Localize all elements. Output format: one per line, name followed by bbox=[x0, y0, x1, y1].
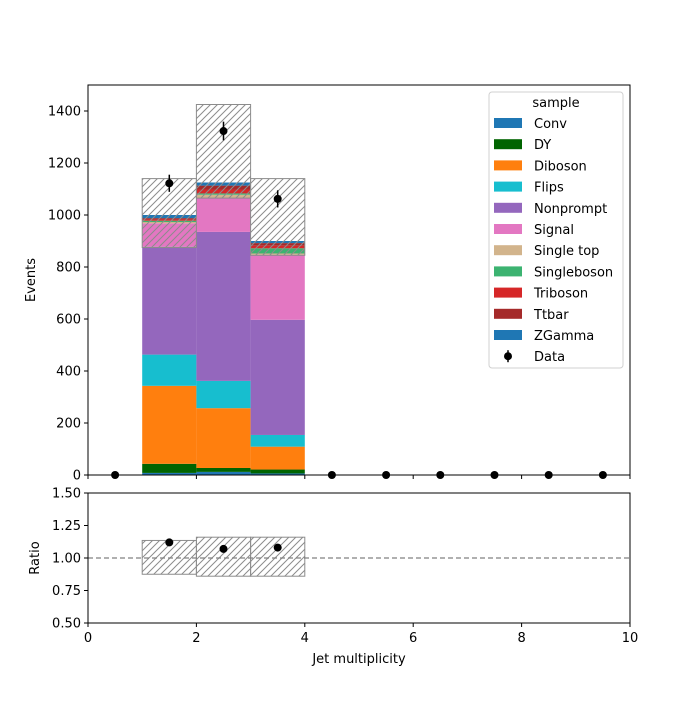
bar-conv-bin-2 bbox=[196, 471, 251, 475]
legend-data-marker bbox=[504, 352, 512, 361]
legend-label-data: Data bbox=[534, 350, 565, 365]
bar-diboson-bin-3 bbox=[250, 446, 305, 470]
data-point-3 bbox=[273, 194, 282, 203]
ratio-panel: 0.50 0.75 1.00 1.25 1.50 0 2 4 6 8 10 Ratio Jet m… bbox=[28, 487, 638, 668]
ratio-point-0 bbox=[165, 538, 174, 547]
bar-nonprompt-bin-3 bbox=[250, 319, 305, 435]
legend-label: Triboson bbox=[533, 287, 588, 302]
y-tick-label: 1000 bbox=[48, 209, 81, 224]
legend: sample Conv DY Diboson Flips Nonprompt Signal… bbox=[488, 91, 624, 369]
legend-swatch-conv bbox=[494, 118, 522, 128]
legend-swatch-signal bbox=[494, 224, 522, 234]
legend-swatch-dy bbox=[494, 139, 522, 150]
legend-items: Conv DY Diboson Flips Nonprompt Signal Single … bbox=[494, 117, 613, 365]
legend-label: Signal bbox=[534, 223, 574, 238]
y-tick-label: 200 bbox=[56, 417, 81, 432]
legend-label: ZGamma bbox=[534, 329, 594, 344]
ratio-x-ticks: 0 2 4 6 8 10 bbox=[84, 623, 638, 646]
ratio-uncertainty-bin-1 bbox=[195, 536, 252, 577]
legend-swatch-triboson bbox=[494, 287, 522, 298]
y-axis-label: Events bbox=[24, 258, 39, 302]
ratio-y-tick-label: 1.25 bbox=[52, 519, 81, 534]
bar-nonprompt-bin-1 bbox=[142, 246, 197, 355]
main-axes-frame bbox=[87, 84, 631, 476]
y-tick-label: 800 bbox=[56, 261, 81, 276]
x-axis-label: Jet multiplicity bbox=[311, 652, 406, 667]
x-tick-label: 8 bbox=[517, 631, 525, 646]
bar-dy-bin-1 bbox=[142, 463, 197, 473]
main-x-ticks bbox=[87, 475, 631, 479]
legend-label: Conv bbox=[534, 117, 567, 132]
ratio-point-1 bbox=[219, 544, 228, 553]
legend-label: Nonprompt bbox=[534, 202, 607, 217]
x-tick-label: 2 bbox=[192, 631, 200, 646]
legend-swatch-diboson bbox=[494, 160, 522, 171]
legend-label: Ttbar bbox=[533, 308, 569, 323]
legend-title: sample bbox=[532, 96, 579, 111]
y-tick-label: 1400 bbox=[48, 105, 81, 120]
bar-conv-bin-3 bbox=[250, 473, 305, 475]
bar-diboson-bin-1 bbox=[142, 385, 197, 464]
ratio-points bbox=[165, 538, 282, 553]
y-tick-label: 1200 bbox=[48, 157, 81, 172]
legend-label: Single top bbox=[534, 244, 599, 259]
main-y-ticks: 0 200 400 600 800 1000 1200 1400 bbox=[48, 105, 88, 484]
bar-signal-bin-2 bbox=[196, 198, 251, 232]
ratio-y-axis-label: Ratio bbox=[28, 541, 43, 574]
bar-dy-bin-2 bbox=[196, 467, 251, 472]
y-tick-label: 400 bbox=[56, 365, 81, 380]
ratio-uncertainty-bin-2 bbox=[250, 536, 306, 577]
x-tick-label: 0 bbox=[84, 631, 92, 646]
bar-conv-bin-1 bbox=[142, 472, 197, 475]
x-tick-label: 6 bbox=[409, 631, 417, 646]
x-tick-label: 10 bbox=[622, 631, 639, 646]
ratio-y-tick-label: 1.50 bbox=[52, 487, 81, 502]
bar-diboson-bin-2 bbox=[196, 408, 251, 468]
y-tick-label: 600 bbox=[56, 313, 81, 328]
x-tick-label: 4 bbox=[301, 631, 309, 646]
bar-signal-bin-3 bbox=[250, 254, 305, 320]
legend-label: Flips bbox=[534, 181, 564, 196]
legend-swatch-zgamma bbox=[494, 330, 522, 340]
legend-swatch-single-top bbox=[494, 245, 522, 256]
legend-label: Singleboson bbox=[534, 265, 613, 280]
uncertainty-bin-3 bbox=[250, 178, 306, 256]
legend-label: DY bbox=[534, 138, 551, 153]
legend-swatch-singleboson bbox=[494, 266, 522, 277]
bar-flips-bin-1 bbox=[142, 354, 197, 386]
data-point-2 bbox=[219, 127, 228, 136]
ratio-y-tick-label: 0.50 bbox=[52, 617, 81, 632]
main-panel: 0 200 400 600 800 1000 1200 1400 Events bbox=[24, 84, 631, 484]
bar-nonprompt-bin-2 bbox=[196, 231, 251, 381]
legend-box bbox=[488, 91, 624, 369]
bar-dy-bin-3 bbox=[250, 469, 305, 474]
data-point-1 bbox=[165, 179, 174, 188]
ratio-y-ticks: 0.50 0.75 1.00 1.25 1.50 bbox=[52, 487, 88, 632]
legend-label: Diboson bbox=[534, 159, 587, 174]
bar-flips-bin-2 bbox=[196, 380, 251, 409]
ratio-y-tick-label: 1.00 bbox=[52, 552, 81, 567]
y-tick-label: 0 bbox=[73, 469, 81, 484]
legend-swatch-ttbar bbox=[494, 308, 522, 319]
ratio-point-2 bbox=[273, 543, 282, 552]
uncertainty-bin-2 bbox=[195, 104, 252, 199]
stacked-bars bbox=[142, 182, 305, 475]
legend-swatch-nonprompt bbox=[494, 202, 522, 213]
bar-flips-bin-3 bbox=[250, 434, 305, 447]
ratio-y-tick-label: 0.75 bbox=[52, 584, 81, 599]
legend-swatch-flips bbox=[494, 181, 522, 192]
